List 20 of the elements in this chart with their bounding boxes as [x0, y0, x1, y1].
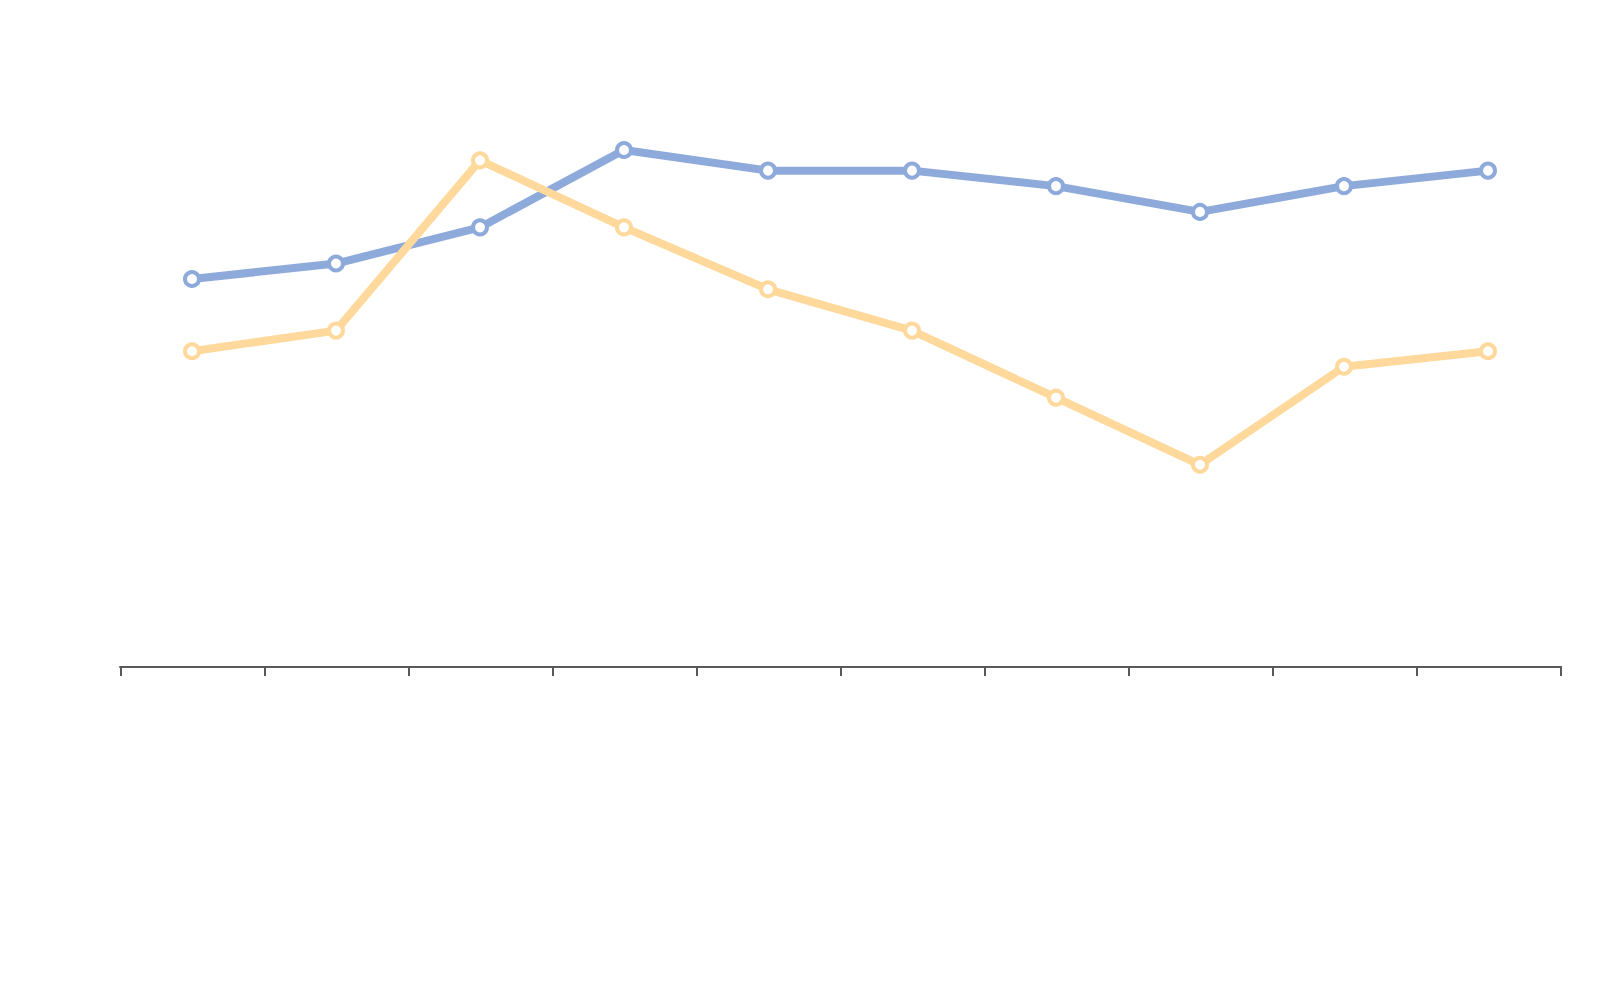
point — [1335, 177, 1353, 196]
point — [615, 141, 633, 159]
point — [1191, 202, 1209, 221]
point — [1335, 357, 1353, 376]
point — [903, 321, 921, 340]
point — [759, 280, 777, 299]
point — [471, 218, 489, 237]
point — [471, 151, 489, 170]
point — [1047, 388, 1065, 407]
point — [327, 254, 345, 273]
point — [327, 321, 345, 340]
point — [1479, 342, 1497, 361]
point — [183, 342, 201, 361]
point — [903, 161, 921, 180]
point — [1191, 455, 1209, 474]
point — [759, 161, 777, 180]
point — [1479, 161, 1497, 180]
point — [1047, 177, 1065, 196]
point — [183, 270, 201, 288]
point — [615, 218, 633, 237]
